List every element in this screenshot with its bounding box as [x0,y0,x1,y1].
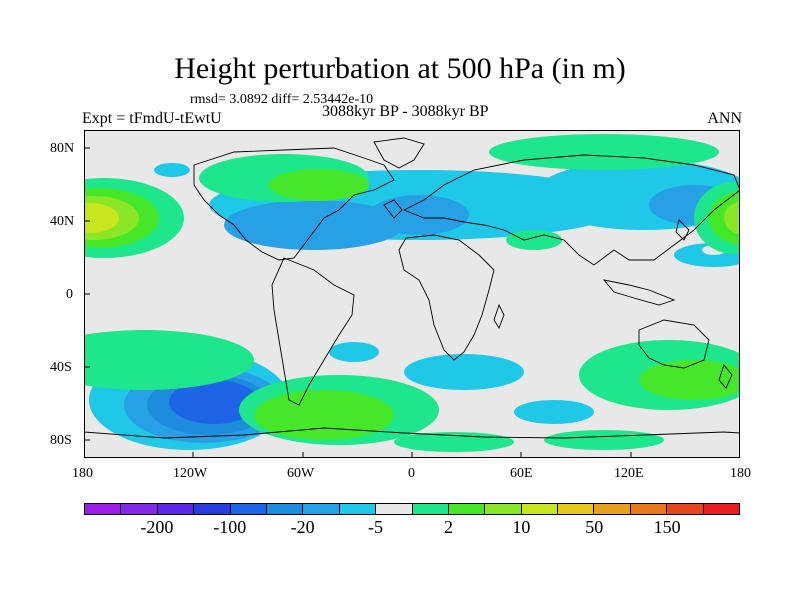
colorbar-swatch [376,504,413,514]
x-tick-180w: 180 [72,466,93,481]
y-tick-80s: 80S [50,433,72,448]
colorbar-label: 50 [585,517,604,537]
period-label: 3088kyr BP - 3088kyr BP [322,103,489,120]
x-tick-0: 0 [408,466,415,481]
x-tick-120w: 120W [173,466,208,481]
statistics-text: rmsd= 3.0892 diff= 2.53442e-10 [190,92,374,107]
colorbar-label: 10 [512,517,531,537]
colorbar-label: -200 [140,517,174,537]
colorbar-swatch [194,504,231,514]
colorbar-label: -20 [290,517,315,537]
colorbar-swatch [521,504,559,514]
colorbar [84,503,740,515]
colorbar-swatch [703,504,740,514]
y-tick-0: 0 [66,287,73,302]
x-tick-60w: 60W [287,466,315,481]
x-tick-120e: 120E [614,466,644,481]
experiment-label: Expt = tFmdU-tEwtU [82,110,222,127]
colorbar-swatch [339,504,377,514]
positive-anomaly-contours [84,134,740,452]
colorbar-swatch [485,504,522,514]
map-frame [84,130,740,458]
colorbar-swatch [558,504,595,514]
colorbar-swatch [667,504,704,514]
x-tick-60e: 60E [510,466,533,481]
y-tick-40s: 40S [50,360,72,375]
world-map [84,130,740,458]
colorbar-swatch [266,504,304,514]
colorbar-swatch [157,504,195,514]
colorbar-swatch [630,504,668,514]
colorbar-swatch [85,504,122,514]
y-tick-40n: 40N [50,214,75,229]
x-tick-180e: 180 [730,466,751,481]
colorbar-label: 2 [443,517,453,537]
colorbar-label: -100 [213,517,247,537]
colorbar-swatch [448,504,486,514]
map-title: Height perturbation at 500 hPa (in m) [174,52,626,85]
colorbar-swatch [121,504,158,514]
colorbar-swatch [412,504,449,514]
colorbar-swatch [594,504,631,514]
colorbar-label: -5 [368,517,384,537]
y-tick-80n: 80N [50,141,75,156]
colorbar-swatch [230,504,267,514]
colorbar-swatch [303,504,340,514]
colorbar-label: 150 [653,517,681,537]
coastlines [84,137,740,439]
season-label: ANN [707,110,742,127]
